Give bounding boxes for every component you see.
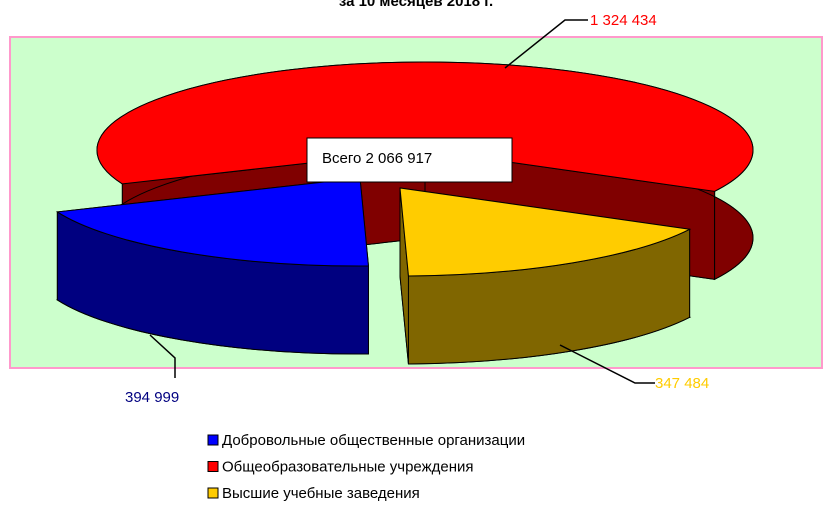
leader-line: [504, 19, 588, 69]
annotation-box: [306, 137, 513, 183]
legend-swatch: [207, 487, 219, 499]
legend-label: Добровольные общественные организации: [222, 432, 525, 449]
data-label: 347 484: [655, 375, 709, 392]
pie-slice: [399, 187, 692, 365]
legend-label: Высшие учебные заведения: [222, 485, 420, 502]
annotation: Всего 2 066 917: [322, 150, 432, 167]
data-label: 394 999: [125, 389, 179, 406]
legend-swatch: [207, 461, 219, 472]
slice-top: [55, 177, 370, 267]
pie-slice: [55, 177, 370, 355]
legend-label: Общеобразовательные учреждения: [222, 459, 474, 476]
leader-line: [559, 344, 655, 384]
slice-top: [96, 61, 754, 192]
data-label: 1 324 434: [590, 12, 657, 29]
slice-top: [399, 187, 692, 277]
chart-title: за 10 месяцев 2018 г.: [339, 0, 493, 10]
leader-line: [149, 334, 176, 378]
legend-swatch: [207, 434, 219, 446]
